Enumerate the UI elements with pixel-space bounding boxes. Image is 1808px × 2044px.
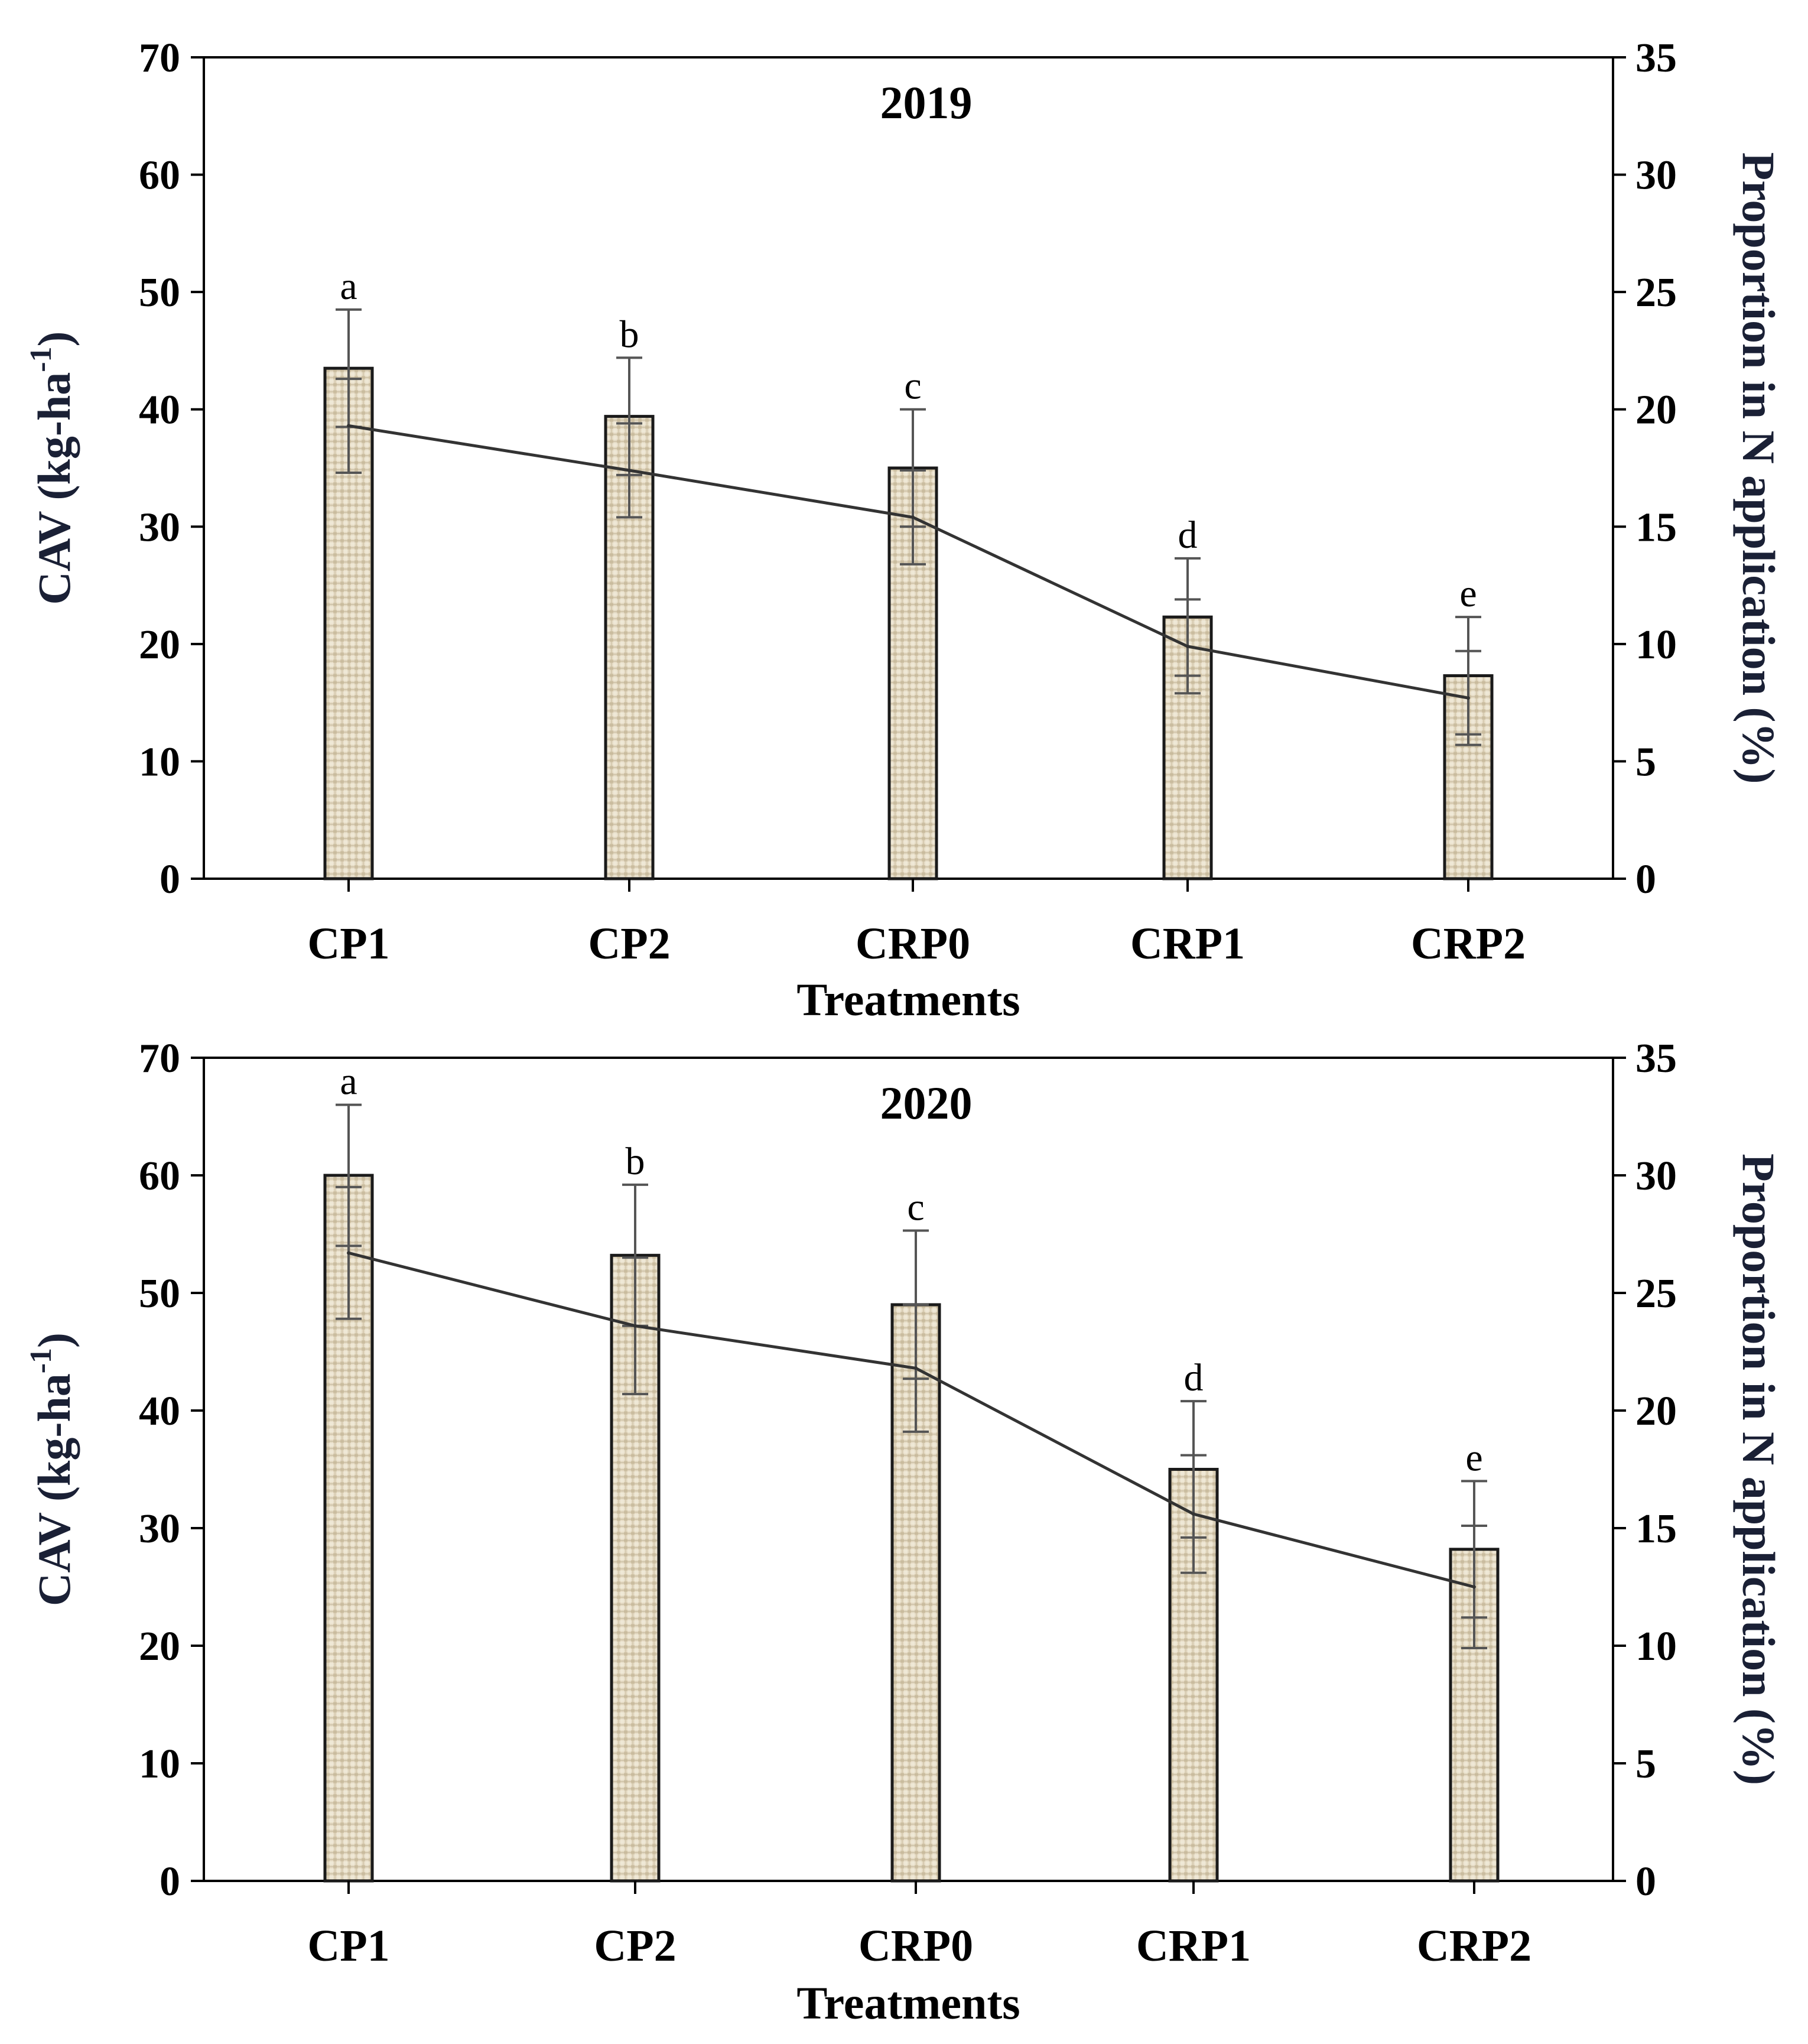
left-axis-tick-label: 70 (139, 35, 180, 81)
right-axis-tick-label: 25 (1635, 1271, 1677, 1317)
right-axis-tick-label: 30 (1635, 1153, 1677, 1199)
right-axis-tick-label: 15 (1635, 505, 1677, 550)
right-axis-tick-label: 20 (1635, 1389, 1677, 1434)
category-label: CP2 (588, 919, 670, 969)
significance-letter: a (340, 265, 357, 308)
line-point-CRP0 (914, 1366, 918, 1370)
significance-letter: b (626, 1140, 645, 1183)
left-axis-label: CAV (kg-ha-1) (24, 1333, 80, 1606)
category-label: CRP1 (1130, 919, 1245, 969)
left-axis-tick-label: 60 (139, 1153, 180, 1199)
left-axis-tick-label: 70 (139, 1036, 180, 1081)
right-axis-tick-label: 5 (1635, 1741, 1656, 1787)
left-axis-tick-label: 30 (139, 1506, 180, 1552)
x-axis-label: Treatments (796, 1977, 1020, 2029)
category-label: CRP2 (1417, 1921, 1531, 1971)
significance-letter: e (1459, 572, 1477, 615)
right-axis-tick-label: 0 (1635, 857, 1656, 902)
line-point-CRP2 (1466, 696, 1470, 700)
right-axis-tick-label: 5 (1635, 739, 1656, 785)
significance-letter: c (907, 1186, 924, 1229)
line-point-CP2 (633, 1324, 637, 1328)
right-axis-label: Proportion in N application (%) (1733, 152, 1784, 784)
right-axis-tick-label: 35 (1635, 1036, 1677, 1081)
left-axis-tick-label: 50 (139, 270, 180, 316)
category-label: CRP2 (1411, 919, 1526, 969)
significance-letter: b (620, 313, 639, 356)
significance-letter: d (1184, 1356, 1204, 1399)
right-axis-tick-label: 10 (1635, 1624, 1677, 1669)
left-axis-tick-label: 20 (139, 622, 180, 668)
left-axis-tick-label: 60 (139, 153, 180, 199)
significance-letter: c (904, 365, 921, 408)
category-label: CP1 (307, 919, 389, 969)
line-point-CRP1 (1186, 644, 1189, 648)
right-axis-tick-label: 35 (1635, 35, 1677, 81)
line-point-CRP2 (1472, 1585, 1476, 1589)
left-axis-tick-label: 0 (160, 857, 180, 902)
right-axis-tick-label: 10 (1635, 622, 1677, 668)
category-label: CP1 (307, 1921, 389, 1971)
right-axis-tick-label: 0 (1635, 1859, 1656, 1905)
category-label: CRP1 (1136, 1921, 1251, 1971)
left-axis-tick-label: 30 (139, 505, 180, 550)
right-axis-label: Proportion in N application (%) (1733, 1153, 1784, 1785)
line-point-CRP1 (1192, 1512, 1195, 1516)
left-axis-tick-label: 40 (139, 388, 180, 433)
line-point-CP2 (627, 468, 631, 472)
left-axis-tick-label: 10 (139, 1741, 180, 1787)
left-axis-tick-label: 10 (139, 739, 180, 785)
left-axis-label: CAV (kg-ha-1) (24, 331, 80, 605)
significance-letter: a (340, 1060, 357, 1103)
right-axis-tick-label: 25 (1635, 270, 1677, 316)
right-axis-tick-label: 15 (1635, 1506, 1677, 1552)
left-axis-tick-label: 50 (139, 1271, 180, 1317)
line-point-CRP0 (911, 515, 915, 519)
x-axis-label: Treatments (796, 974, 1020, 1025)
chart-title: 2019 (880, 77, 973, 128)
chart-panel-2019: 0 10 20 30 40 50 60 70 0 5 10 15 20 25 30 35 a b c d e CP1 CP2… (24, 35, 1784, 1025)
category-label: CRP0 (859, 1921, 973, 1971)
category-label: CP2 (594, 1921, 676, 1971)
right-axis-tick-label: 30 (1635, 153, 1677, 199)
right-axis-tick-label: 20 (1635, 388, 1677, 433)
chart-title: 2020 (880, 1077, 973, 1129)
significance-letter: d (1178, 514, 1198, 557)
left-axis-tick-label: 40 (139, 1389, 180, 1434)
chart-panel-2020: 0 10 20 30 40 50 60 70 0 5 10 15 20 25 30 35 a b c d e CP1 CP2… (24, 1036, 1784, 2029)
category-label: CRP0 (856, 919, 970, 969)
line-point-CP1 (347, 1251, 350, 1255)
significance-letter: e (1465, 1436, 1482, 1479)
left-axis-tick-label: 20 (139, 1624, 180, 1669)
line-point-CP1 (347, 424, 350, 428)
left-axis-tick-label: 0 (160, 1859, 180, 1905)
